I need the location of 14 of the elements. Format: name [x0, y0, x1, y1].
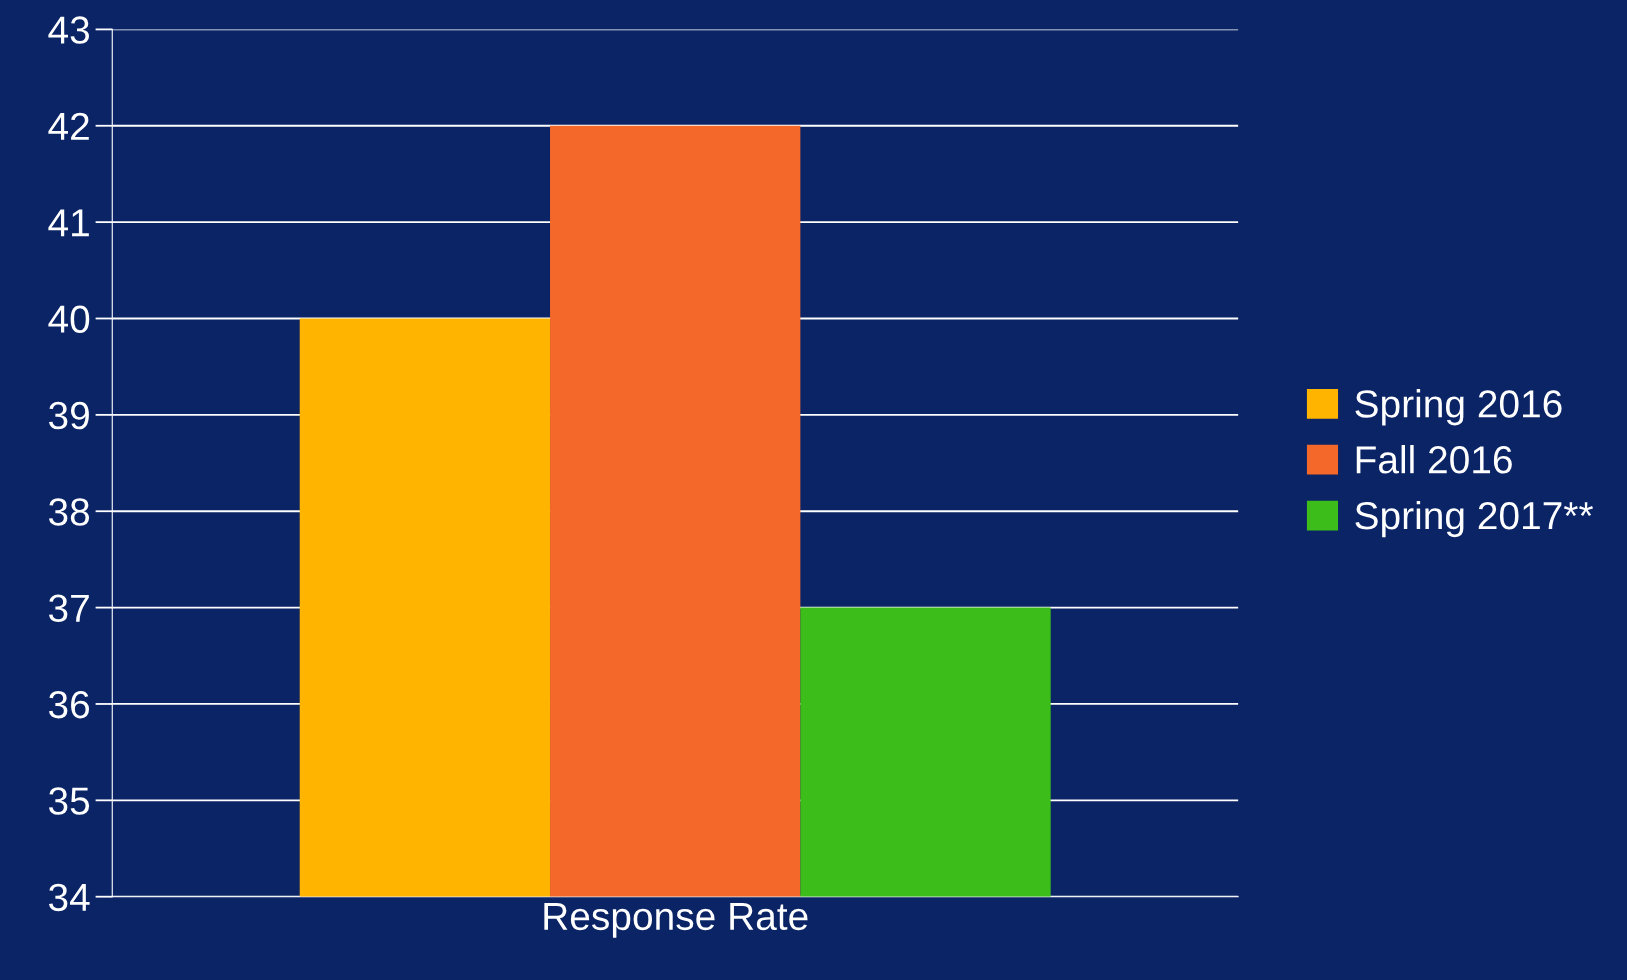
legend-label: Spring 2016 [1355, 389, 1562, 426]
y-tick-label: 36 [48, 690, 90, 719]
y-tick-label: 39 [48, 401, 89, 430]
y-tick-label: 35 [48, 787, 90, 815]
legend-label: Spring 2017** [1355, 500, 1593, 538]
y-tick-label: 38 [48, 498, 90, 526]
x-tick-label: Response Rate [544, 902, 808, 938]
legend-label: Fall 2016 [1356, 445, 1512, 474]
y-tick-label: 34 [48, 883, 90, 912]
y-tick-label: 41 [48, 209, 89, 237]
y-tick-label: 37 [48, 594, 89, 623]
y-tick-label: 43 [48, 16, 90, 44]
y-tick-label: 40 [48, 305, 90, 333]
y-tick-label: 42 [48, 112, 89, 140]
